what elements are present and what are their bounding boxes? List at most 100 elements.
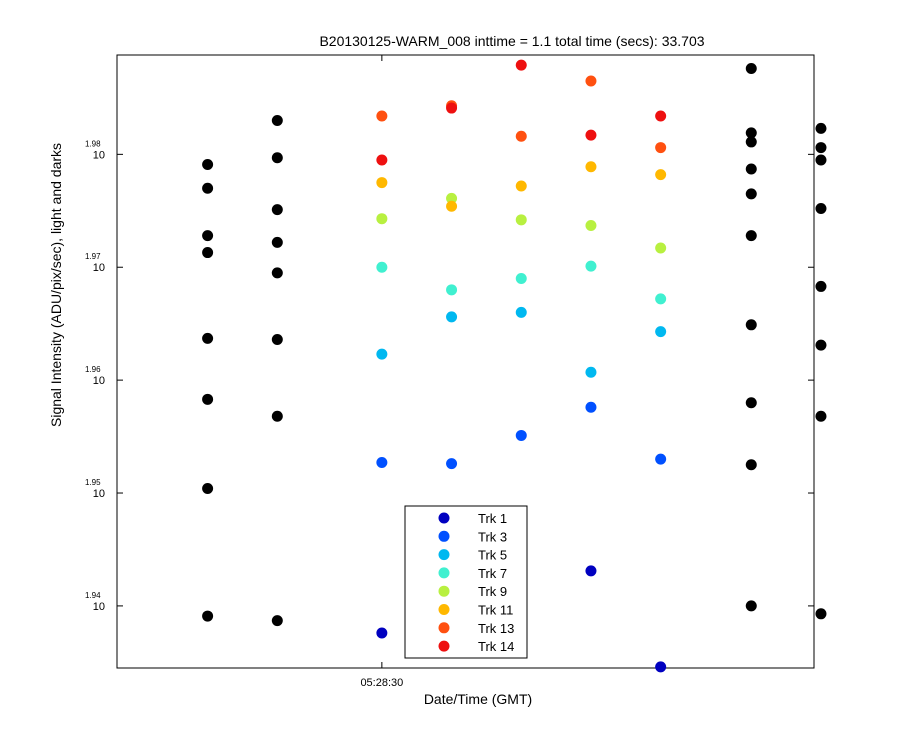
point-trk-14 (376, 154, 388, 166)
y-tick-exponent: 1.96 (85, 365, 101, 374)
dark-point (815, 154, 827, 166)
dark-point (745, 127, 757, 139)
point-trk-7 (585, 260, 597, 272)
dark-point (815, 410, 827, 422)
point-trk-11 (515, 180, 527, 192)
point-trk-9 (376, 213, 388, 225)
dark-point (745, 600, 757, 612)
point-trk-9 (585, 219, 597, 231)
y-tick-exponent: 1.94 (85, 591, 101, 600)
dark-point (202, 159, 214, 171)
legend-marker (438, 567, 450, 579)
legend-marker (438, 530, 450, 542)
y-tick-label: 10 (93, 375, 105, 387)
dark-point (271, 114, 283, 126)
chart-title: B20130125-WARM_008 inttime = 1.1 total t… (319, 33, 704, 49)
dark-point (271, 204, 283, 216)
y-tick-label: 10 (93, 488, 105, 500)
y-tick-label: 10 (93, 149, 105, 161)
dark-point (271, 152, 283, 164)
dark-point (202, 247, 214, 259)
legend-marker (438, 604, 450, 615)
dark-point (202, 332, 214, 344)
point-trk-5 (585, 366, 597, 378)
point-trk-3 (376, 457, 388, 469)
point-trk-14 (655, 110, 667, 122)
dark-point (271, 410, 283, 422)
dark-point (202, 182, 214, 194)
dark-point (815, 142, 827, 154)
legend: Trk 1 Trk 3 Trk 5 Trk 7 Trk 9 Trk 11 Trk 13 Trk… (404, 505, 528, 659)
point-trk-13 (376, 110, 388, 122)
x-tick-label: 05:28:30 (360, 677, 403, 689)
dark-point (202, 610, 214, 622)
dark-point (202, 483, 214, 495)
x-axis-ticks: 05:28:30 (360, 55, 403, 689)
point-trk-11 (376, 177, 388, 189)
point-trk-13 (585, 75, 597, 87)
dark-point (745, 397, 757, 409)
point-trk-1 (585, 565, 597, 577)
y-tick-label: 10 (93, 262, 105, 274)
legend-marker (438, 640, 450, 652)
point-trk-3 (515, 429, 527, 441)
point-trk-14 (446, 102, 458, 114)
x-axis-label: Date/Time (GMT) (424, 691, 532, 707)
point-trk-7 (655, 293, 667, 305)
point-trk-11 (446, 200, 458, 212)
dark-point (271, 615, 283, 627)
point-trk-7 (515, 273, 527, 285)
dark-point (745, 63, 757, 75)
y-tick-exponent: 1.97 (85, 252, 101, 261)
y-tick-label: 10 (93, 601, 105, 613)
legend-marker (438, 622, 450, 634)
legend-label: Trk 9 (478, 584, 507, 599)
dark-point (271, 333, 283, 345)
y-axis-label: Signal Intensity (ADU/pix/sec), light an… (48, 143, 64, 427)
point-trk-7 (446, 284, 458, 296)
dark-point (815, 608, 827, 620)
point-trk-7 (376, 261, 388, 273)
point-trk-9 (655, 242, 667, 254)
legend-label: Trk 13 (478, 621, 514, 636)
legend-label: Trk 14 (478, 639, 514, 654)
point-trk-5 (376, 348, 388, 360)
legend-marker (438, 585, 450, 597)
point-trk-9 (515, 214, 527, 226)
dark-point (271, 236, 283, 248)
point-trk-14 (585, 129, 597, 141)
dark-point (745, 136, 757, 148)
dark-point (745, 319, 757, 331)
dark-point (202, 230, 214, 242)
y-tick-exponent: 1.98 (85, 139, 101, 148)
point-trk-3 (446, 458, 458, 470)
point-trk-11 (655, 169, 667, 181)
point-trk-14 (515, 59, 527, 71)
legend-label: Trk 5 (478, 548, 507, 563)
dark-point (745, 163, 757, 175)
legend-label: Trk 1 (478, 511, 507, 526)
legend-label: Trk 7 (478, 566, 507, 581)
dark-point (745, 188, 757, 200)
dark-point (202, 393, 214, 405)
dark-point (815, 122, 827, 134)
y-tick-exponent: 1.95 (85, 478, 101, 487)
point-trk-13 (515, 130, 527, 142)
legend-label: Trk 11 (478, 603, 513, 618)
point-trk-1 (376, 627, 388, 639)
legend-box (404, 505, 528, 659)
dark-point (815, 339, 827, 351)
point-trk-1 (655, 661, 667, 673)
dark-point (745, 459, 757, 471)
dark-point (815, 280, 827, 292)
point-trk-13 (655, 142, 667, 154)
legend-marker (438, 549, 450, 561)
dark-point (815, 203, 827, 215)
point-trk-5 (515, 306, 527, 318)
data-points (202, 59, 827, 673)
point-trk-3 (655, 453, 667, 465)
point-trk-5 (655, 326, 667, 338)
point-trk-5 (446, 311, 458, 323)
